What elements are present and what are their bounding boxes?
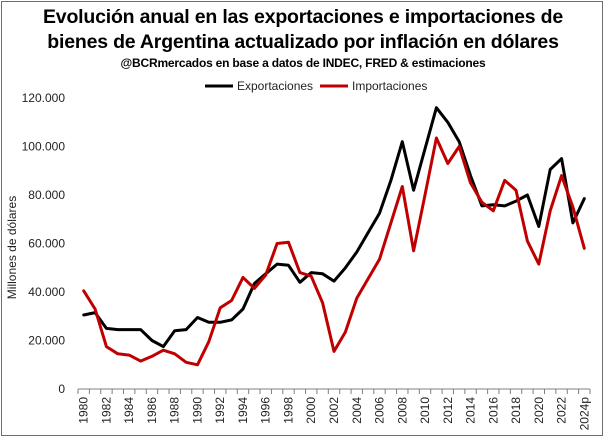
x-tick-label: 2014 [464, 397, 478, 424]
chart-subtitle: @BCRmercados en base a datos de INDEC, F… [120, 56, 486, 70]
x-tick-label: 2008 [395, 397, 409, 424]
chart-title-line-2: bienes de Argentina actualizado por infl… [47, 31, 559, 53]
x-tick-label: 2012 [441, 397, 455, 424]
y-tick-label: 120.000 [22, 91, 66, 105]
x-tick-label: 1996 [259, 397, 273, 424]
x-tick-label: 1990 [190, 397, 204, 424]
x-tick-label: 1984 [122, 397, 136, 424]
chart-title-line-1: Evolución anual en las exportaciones e i… [43, 6, 563, 28]
x-tick-label: 1982 [99, 397, 113, 424]
x-tick-label: 2020 [532, 397, 546, 424]
x-tick-label: 1998 [281, 397, 295, 424]
x-tick-label: 2004 [350, 397, 364, 424]
legend-label-importaciones: Importaciones [352, 79, 427, 93]
x-tick-label: 2018 [509, 397, 523, 424]
y-tick-label: 60.000 [28, 237, 65, 251]
y-tick-label: 20.000 [28, 334, 65, 348]
x-tick-label: 1986 [145, 397, 159, 424]
x-tick-label: 1980 [77, 397, 91, 424]
series-line-exportaciones [82, 106, 586, 349]
x-tick-label: 2000 [304, 397, 318, 424]
x-tick-label: 2024p [577, 397, 591, 431]
y-tick-label: 0 [58, 382, 65, 396]
y-tick-label: 100.000 [22, 140, 66, 154]
x-tick-label: 2022 [555, 397, 569, 424]
x-tick-label: 1994 [236, 397, 250, 424]
x-tick-label: 1988 [168, 397, 182, 424]
x-tick-label: 1992 [213, 397, 227, 424]
y-tick-label: 80.000 [28, 188, 65, 202]
x-tick-label: 2002 [327, 397, 341, 424]
x-tick-label: 2010 [418, 397, 432, 424]
legend-label-exportaciones: Exportaciones [237, 79, 313, 93]
x-tick-label: 2006 [373, 397, 387, 424]
y-axis-label: Millones de dólares [5, 196, 19, 299]
y-tick-label: 40.000 [28, 285, 65, 299]
x-tick-label: 2016 [486, 397, 500, 424]
series-line-importaciones [82, 136, 586, 367]
